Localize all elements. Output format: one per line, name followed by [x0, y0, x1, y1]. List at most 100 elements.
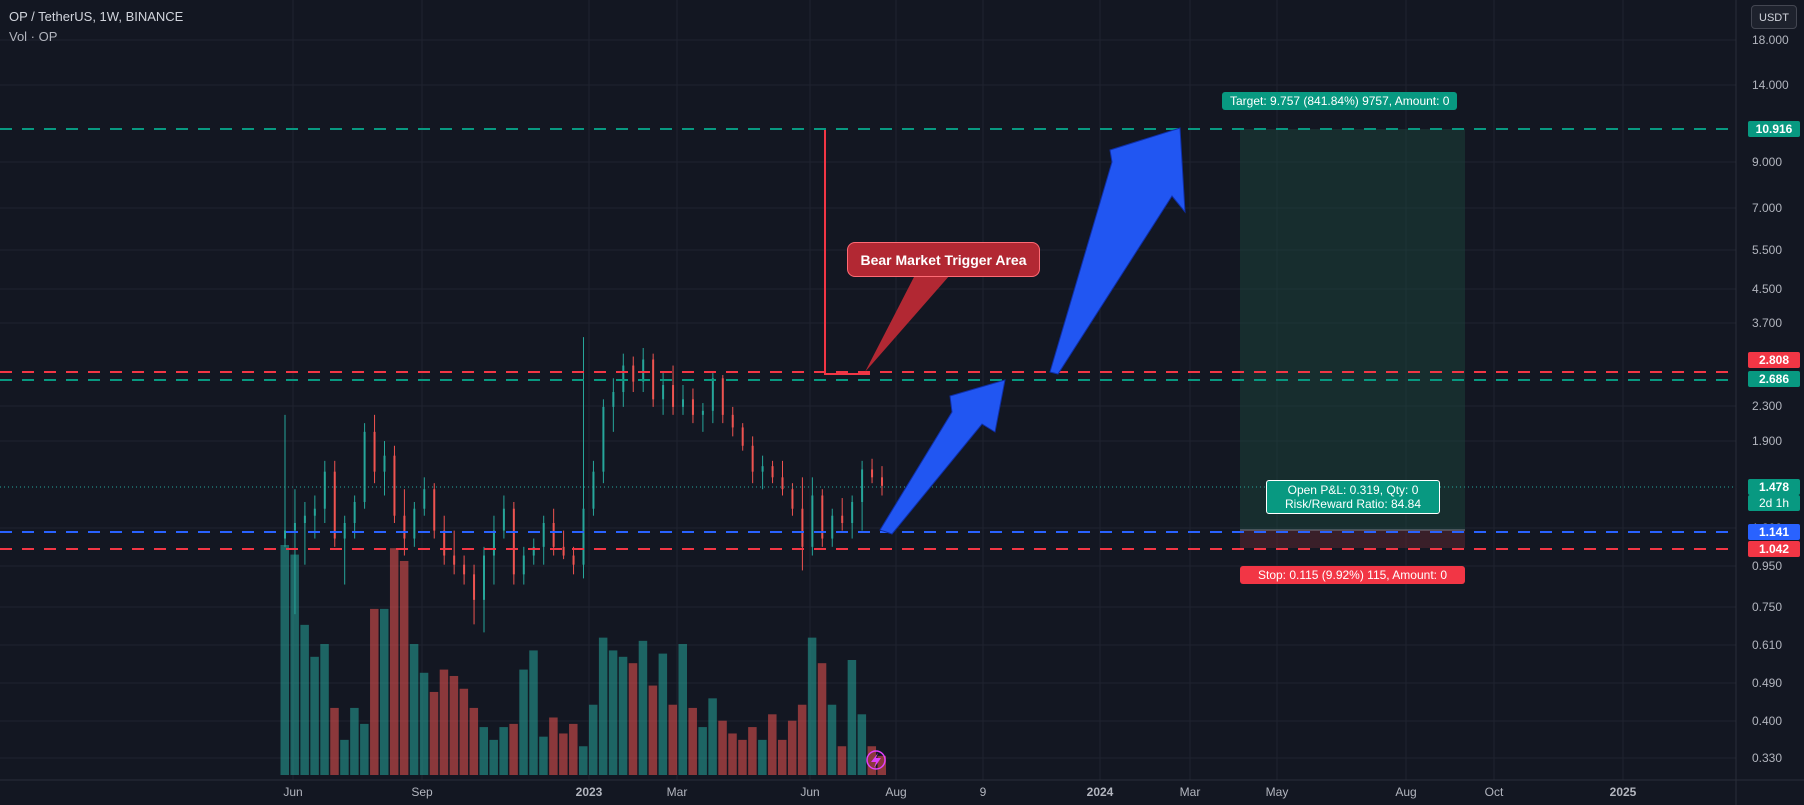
volume-bar: [439, 669, 449, 775]
volume-bar: [350, 707, 359, 775]
price-tick-label: 3.700: [1752, 316, 1782, 330]
volume-bar: [857, 714, 867, 775]
time-axis-ticks[interactable]: Jun Sep 2023 Mar Jun Aug 9 2024 Mar May Aug Oct 2025: [283, 785, 1636, 799]
volume-bar: [688, 707, 697, 775]
volume-bar: [559, 733, 568, 775]
volume-bar: [658, 653, 668, 775]
candle-body: [572, 555, 575, 565]
volume-bar: [797, 704, 807, 775]
candle-body: [403, 515, 406, 539]
candle-body: [333, 471, 336, 539]
price-tick-label: 0.750: [1752, 600, 1782, 614]
profit-zone[interactable]: [1240, 129, 1465, 530]
volume-bar: [648, 685, 658, 775]
volume-bar: [698, 727, 707, 775]
volume-bar: [419, 672, 429, 775]
risk-reward-line: Risk/Reward Ratio: 84.84: [1284, 497, 1422, 511]
time-tick-label: Aug: [885, 785, 906, 799]
time-tick-label: 2023: [576, 785, 603, 799]
candle-body: [373, 431, 376, 472]
volume-bar: [579, 746, 588, 775]
candle-body: [652, 359, 655, 400]
candle-body: [293, 523, 296, 531]
stop-label[interactable]: Stop: 0.115 (9.92%) 115, Amount: 0: [1240, 566, 1465, 584]
pnl-line: Open P&L: 0.319, Qty: 0: [1287, 483, 1419, 497]
candle-body: [831, 515, 834, 539]
price-tick-label: 14.000: [1752, 78, 1789, 92]
lower-arrow[interactable]: [879, 379, 1006, 535]
volume-bar: [509, 723, 518, 775]
grid-lines: [0, 0, 1736, 780]
volume-bar: [738, 739, 747, 775]
candle-body: [463, 564, 466, 575]
volume-bar: [310, 656, 319, 775]
volume-bar: [728, 733, 737, 775]
candle-body: [303, 515, 306, 524]
currency-button[interactable]: USDT: [1751, 5, 1797, 29]
volume-bar: [628, 663, 638, 775]
volume-bars: [280, 545, 886, 775]
volume-bar: [807, 637, 817, 775]
candle-body: [682, 399, 684, 407]
time-tick-label: 2025: [1610, 785, 1637, 799]
candle-body: [512, 508, 515, 575]
time-tick-label: 2024: [1087, 785, 1114, 799]
volume-indicator-label[interactable]: Vol · OP: [9, 29, 58, 44]
bar-countdown-tag: 2d 1h: [1748, 495, 1800, 511]
volume-bar: [837, 746, 847, 775]
bear-market-callout[interactable]: Bear Market Trigger Area: [847, 242, 1040, 277]
lightning-icon[interactable]: [866, 750, 886, 770]
target-label[interactable]: Target: 9.757 (841.84%) 9757, Amount: 0: [1222, 92, 1458, 110]
volume-bar: [827, 704, 837, 775]
upper-arrow[interactable]: [1049, 127, 1186, 375]
candle-body: [343, 523, 346, 539]
volume-bar: [459, 688, 469, 775]
price-candles: [284, 337, 883, 633]
volume-bar: [867, 746, 877, 775]
red-vertical-marker[interactable]: [824, 130, 870, 375]
candle-body: [383, 455, 386, 472]
time-tick-label: Oct: [1485, 785, 1504, 799]
symbol-title[interactable]: OP / TetherUS, 1W, BINANCE: [9, 9, 184, 24]
candle-body: [313, 508, 316, 516]
candle-body: [821, 495, 824, 539]
candle-body: [701, 410, 704, 415]
time-tick-label: Aug: [1395, 785, 1416, 799]
price-axis-ticks[interactable]: 18.000 14.000 9.000 7.000 5.500 4.500 3.700 2.3…: [1752, 33, 1789, 765]
candle-body: [741, 427, 744, 446]
pnl-label[interactable]: Open P&L: 0.319, Qty: 0 Risk/Reward Rati…: [1266, 480, 1440, 514]
price-tick-label: 2.300: [1752, 399, 1782, 413]
volume-bar: [608, 650, 618, 775]
volume-bar: [449, 675, 459, 775]
candle-body: [284, 530, 286, 539]
volume-bar: [569, 723, 578, 775]
candle-body: [542, 523, 545, 547]
volume-bar: [638, 640, 648, 775]
time-tick-label: May: [1266, 785, 1289, 799]
stop-upper-price-tag: 2.808: [1748, 352, 1800, 368]
target-price-tag: 10.916: [1748, 121, 1800, 137]
candle-body: [323, 471, 326, 509]
loss-zone[interactable]: [1240, 530, 1465, 548]
volume-bar: [320, 644, 329, 775]
volume-bar: [399, 560, 409, 775]
candle-body: [413, 508, 416, 539]
volume-bar: [588, 704, 598, 775]
candle-body: [642, 359, 645, 382]
volume-bar: [549, 717, 558, 775]
candle-body: [871, 469, 874, 478]
volume-bar: [330, 707, 339, 775]
volume-bar: [618, 656, 628, 775]
volume-bar: [519, 669, 528, 775]
volume-bar: [529, 650, 538, 775]
time-tick-label: Mar: [667, 785, 688, 799]
volume-bar: [290, 554, 299, 775]
price-tick-label: 0.400: [1752, 714, 1782, 728]
candle-body: [861, 469, 864, 502]
candle-body: [751, 445, 754, 472]
volume-bar: [479, 727, 488, 775]
candle-body: [502, 508, 505, 531]
volume-bar: [280, 545, 289, 775]
